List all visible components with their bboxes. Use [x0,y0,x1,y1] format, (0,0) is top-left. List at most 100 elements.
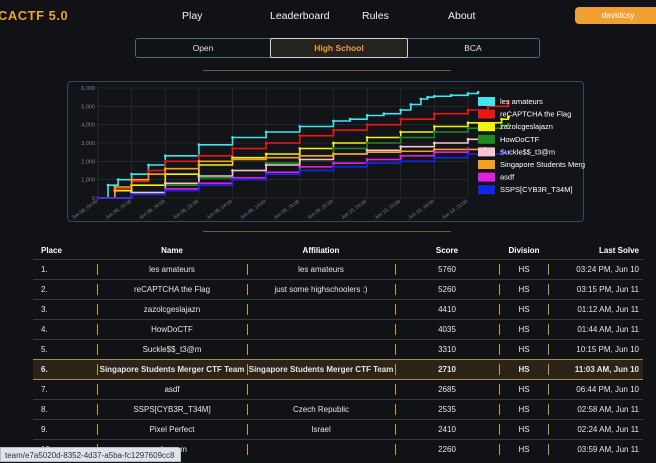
chart-legend-swatch [478,147,495,157]
row-division: HS [499,339,549,360]
row-last-solve: 01:44 AM, Jun 11 [549,319,643,340]
chart-point [399,159,403,163]
row-score: 5760 [395,259,499,280]
table-row[interactable]: 5. Suckle$$_t3@m 3310 HS 10:15 PM, Jun 10 [33,339,643,360]
leaderboard-body: 1. les amateurs les amateurs 5760 HS 03:24 PM… [33,259,643,459]
header-affiliation: Affiliation [302,246,340,255]
chart-point [365,158,369,161]
chart-point [147,163,150,167]
tab-open[interactable]: Open [192,43,214,53]
table-row[interactable]: 9. Pixel Perfect Israel 2410 HS 02:24 AM, Jun… [33,419,643,440]
header-last-solve: Last Solve [598,246,639,255]
chart-x-tick-label: Jun 09, 10:00 [239,199,267,221]
team-name-link[interactable]: SSPS[CYB3R_T34M] [97,399,247,420]
chart-legend-label: asdf [500,173,515,182]
chart-point [419,97,423,101]
chart-point [264,156,268,160]
chart-point [466,108,470,112]
row-score: 4410 [395,299,499,320]
team-name-link[interactable]: HowDoCTF [97,319,247,340]
chart-point [163,154,167,158]
chart-point [432,148,436,151]
row-division: HS [499,299,549,320]
table-row-highlighted[interactable]: 6. Singapore Students Merger CTF Team Sing… [33,359,643,380]
chart-x-tick-label: Jun 09, 16:00 [273,199,301,221]
chart-point [432,125,436,128]
row-affiliation: les amateurs [247,259,395,280]
team-name-link[interactable]: reCAPTCHA the Flag [97,279,247,300]
chart-y-tick-label: 0 [92,196,95,202]
brand-logo[interactable]: CACTF 5.0 [0,8,69,23]
nav-rules[interactable]: Rules [362,10,389,22]
chart-x-tick-label: Jun 08, 22:00 [172,199,200,221]
chart-point [409,103,413,106]
row-last-solve: 06:44 PM, Jun 10 [549,379,643,400]
row-division: HS [499,359,549,380]
nav-leaderboard[interactable]: Leaderboard [270,10,330,22]
chart-point [197,154,201,158]
row-division: HS [499,319,549,340]
chart-y-tick-label: 2,000 [81,159,95,165]
table-row[interactable]: 4. HowDoCTF 4035 HS 01:44 AM, Jun 11 [33,319,643,340]
tab-high-school[interactable]: High School [270,38,408,58]
team-name-link[interactable]: Singapore Students Merger CTF Team [97,359,247,380]
table-row[interactable]: 2. reCAPTCHA the Flag just some highschool… [33,279,643,300]
table-header-row: Place Name Affiliation Score Division La… [33,242,643,260]
chart-point [147,172,150,176]
header-score: Score [435,246,459,255]
chart-point [298,158,302,161]
chart-point [506,115,510,119]
row-last-solve: 02:58 AM, Jun 11 [549,399,643,420]
chart-point [449,93,453,97]
team-name-link[interactable]: Suckle$$_t3@m [97,339,247,360]
team-name-link[interactable]: les amateurs [97,259,247,280]
header-name: Name [161,246,183,255]
chart-point [332,128,335,132]
chart-point [106,183,110,187]
row-place: 2. [33,279,97,300]
top-navbar: CACTF 5.0 Play Leaderboard Rules About d… [0,0,656,32]
team-name-link[interactable]: asdf [97,379,247,400]
table-row[interactable]: 1. les amateurs les amateurs 5760 HS 03:24 PM… [33,259,643,280]
table-row[interactable]: 7. asdf 2685 HS 06:44 PM, Jun 10 [33,379,643,400]
chart-point [466,137,470,141]
chart-point [116,178,120,182]
chart-point [197,159,201,163]
table-row[interactable]: 3. zazolcgeslajazn 4410 HS 01:12 AM, Jun 11 [33,299,643,320]
chart-series-line [98,101,510,199]
chart-point [399,108,403,112]
row-affiliation [247,379,395,400]
table-row[interactable]: 8. SSPS[CYB3R_T34M] Czech Republic 2535 HS 02… [33,399,643,420]
chart-point [466,152,470,156]
chart-legend-swatch [478,122,495,132]
tab-bca[interactable]: BCA [464,43,482,53]
user-menu-button[interactable]: davidcsy [575,7,656,24]
score-chart-container: 0 1,000 2,000 3,000 4,000 5,000 6,000 Jun 08, 0… [67,81,585,222]
chart-x-tick-label: Jun 10, 16:00 [407,199,435,221]
row-score: 2685 [395,379,499,400]
team-name-link[interactable]: Pixel Perfect [97,419,247,440]
chart-point [264,130,268,134]
row-place: 1. [33,259,97,280]
chart-point [298,169,302,172]
row-score: 4035 [395,319,499,340]
nav-about[interactable]: About [448,10,476,22]
chart-point [365,150,369,154]
row-place: 4. [33,319,97,340]
row-last-solve: 03:59 AM, Jun 11 [549,439,643,459]
chart-legend-swatch [478,97,495,106]
chart-point [231,136,234,139]
chart-point [113,185,117,189]
nav-play[interactable]: Play [182,10,203,22]
chart-legend-swatch [478,134,495,144]
row-last-solve: 03:24 PM, Jun 10 [549,259,643,280]
row-place: 6. [33,359,97,380]
row-score: 5260 [395,279,499,300]
chart-point [197,183,201,187]
team-name-link[interactable]: zazolcgeslajazn [97,299,247,320]
row-affiliation: Czech Republic [247,399,395,420]
row-score: 3310 [395,339,499,360]
chart-point [332,152,335,156]
header-place: Place [41,246,62,255]
chart-x-tick-label: Jun 09, 22:00 [306,199,334,221]
